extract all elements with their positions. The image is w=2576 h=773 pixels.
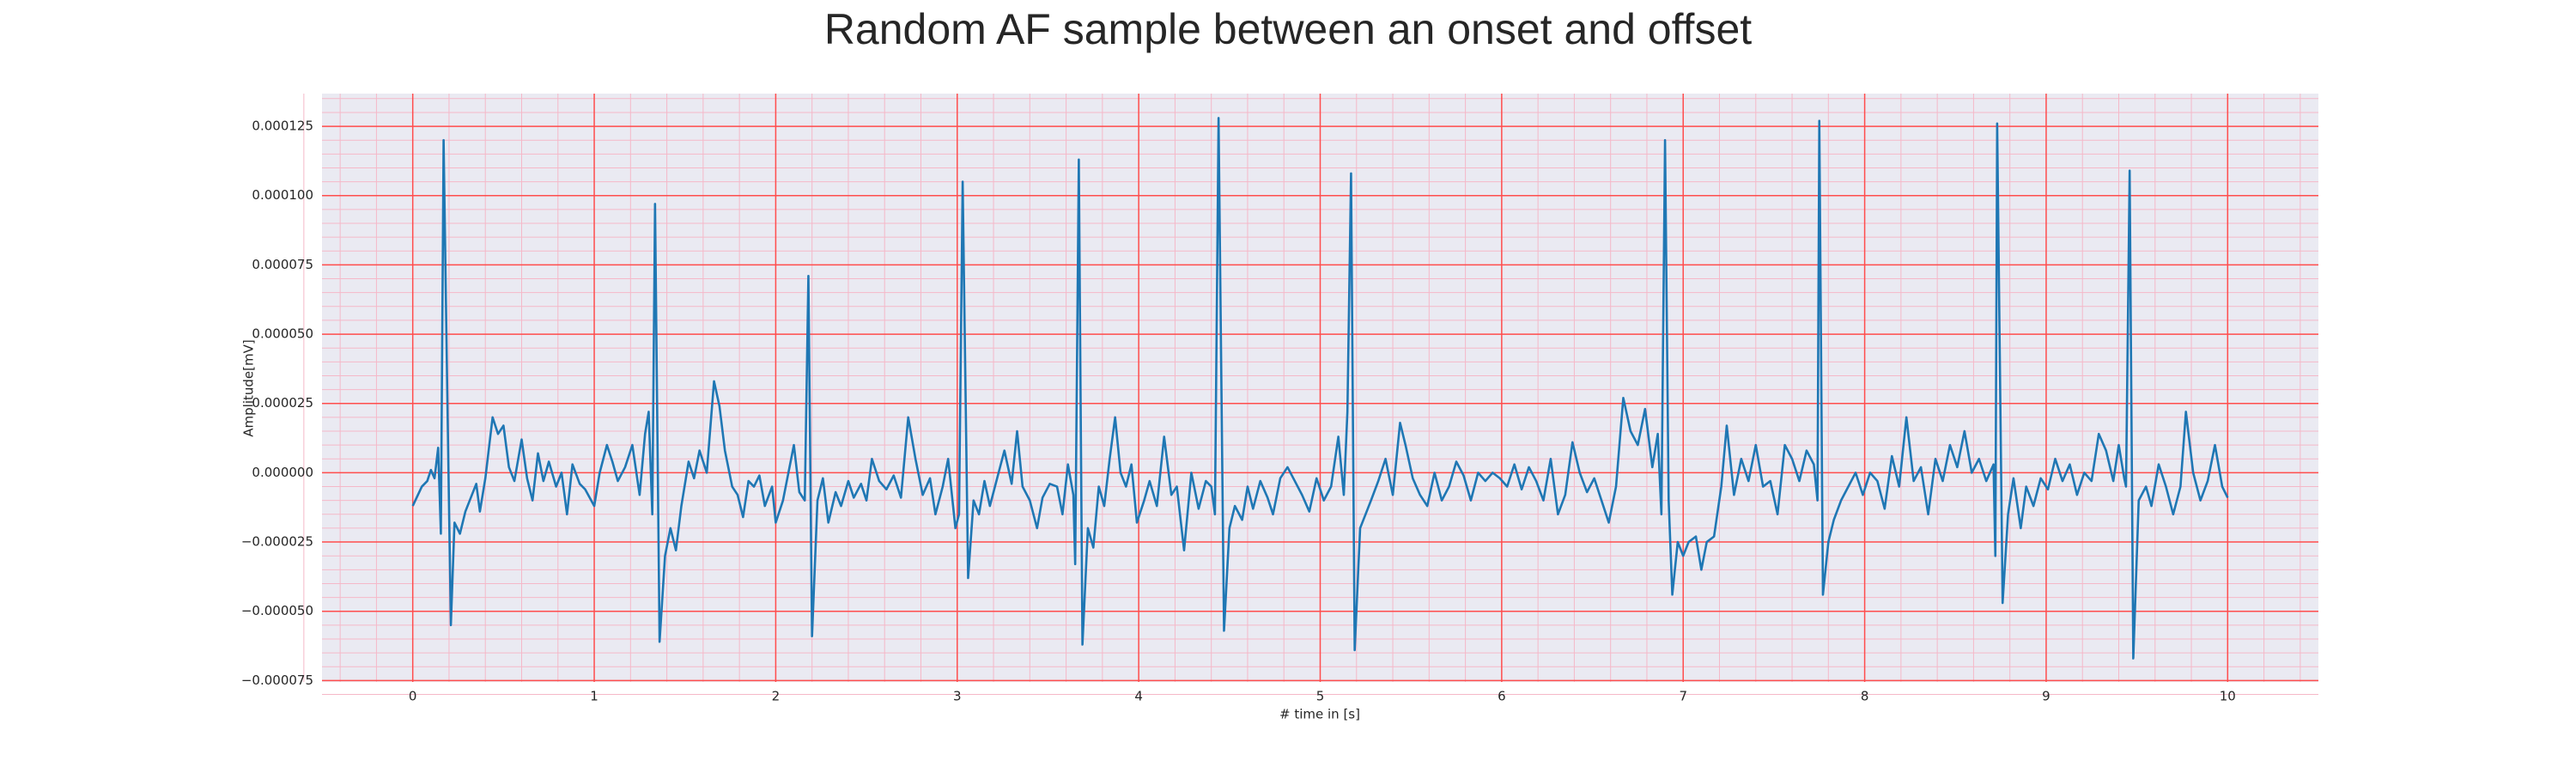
y-tick-label: 0.000000 [252, 465, 313, 480]
x-axis-label: # time in [s] [1279, 707, 1360, 722]
y-tick-label: −0.000050 [241, 603, 313, 618]
x-tick-label: 1 [590, 689, 598, 704]
y-tick-label: 0.000050 [252, 326, 313, 342]
y-axis-label: Amplitude[mV] [241, 339, 257, 436]
y-tick-label: 0.000025 [252, 395, 313, 411]
x-tick-label: 9 [2042, 689, 2050, 704]
x-tick-label: 7 [1679, 689, 1687, 704]
signal-line [411, 117, 2229, 660]
x-tick-label: 0 [409, 689, 417, 704]
x-tick-label: 6 [1498, 689, 1506, 704]
x-tick-label: 2 [772, 689, 781, 704]
x-tick-label: 5 [1316, 689, 1325, 704]
chart-title: Random AF sample between an onset and of… [824, 5, 1752, 53]
y-tick-label: 0.000100 [252, 187, 313, 203]
x-tick-label: 4 [1134, 689, 1143, 704]
y-tick-label: −0.000025 [241, 534, 313, 550]
x-tick-label: 10 [2220, 689, 2236, 704]
x-tick-label: 3 [953, 689, 962, 704]
y-tick-label: 0.000075 [252, 257, 313, 272]
y-tick-label: −0.000075 [241, 673, 313, 688]
x-tick-label: 8 [1861, 689, 1869, 704]
y-tick-label: 0.000125 [252, 119, 313, 134]
